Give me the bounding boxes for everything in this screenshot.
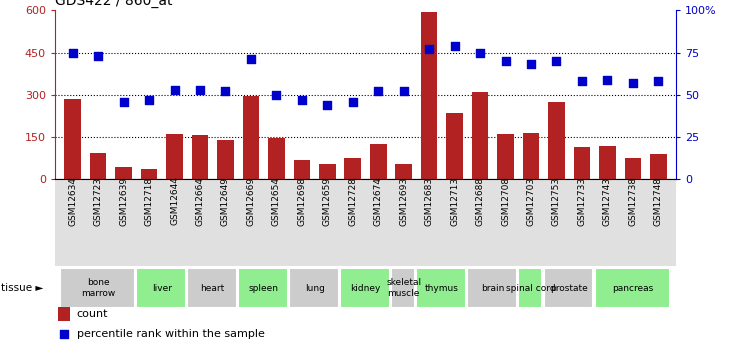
Bar (268, 138, 284, 179)
Point (602, 77, 613, 82)
Text: kidney: kidney (350, 284, 381, 293)
Point (143, 97, 155, 103)
Bar (650, 154, 667, 179)
Text: tissue ►: tissue ► (1, 283, 44, 293)
Bar (64, 99, 81, 179)
Point (525, 62, 537, 67)
Text: heart: heart (200, 284, 225, 293)
Bar (294, 160, 310, 179)
Point (118, 99, 129, 105)
Point (653, 79, 664, 84)
Bar (599, 146, 616, 179)
Bar (243, 96, 260, 179)
Point (398, 89, 409, 94)
Point (169, 87, 181, 92)
Bar (544, 268, 594, 308)
Bar (523, 133, 539, 179)
Point (550, 58, 562, 64)
Text: lung: lung (305, 284, 325, 293)
Point (627, 80, 639, 86)
Bar (90, 152, 107, 179)
Point (500, 58, 512, 64)
Bar (136, 268, 186, 308)
Point (449, 43, 461, 49)
Bar (447, 113, 463, 179)
Bar (217, 140, 234, 179)
Bar (340, 268, 390, 308)
Bar (518, 268, 542, 308)
Bar (417, 268, 466, 308)
Bar (187, 268, 237, 308)
Bar (421, 12, 437, 179)
Text: spleen: spleen (249, 284, 279, 293)
Point (372, 89, 384, 94)
Text: bone
marrow: bone marrow (81, 278, 115, 298)
Bar (574, 147, 590, 179)
Bar (192, 135, 208, 179)
Point (67, 50, 78, 55)
Text: skeletal
muscle: skeletal muscle (386, 278, 421, 298)
Text: liver: liver (152, 284, 172, 293)
Point (58, 331, 70, 337)
Bar (391, 268, 415, 308)
Point (576, 79, 588, 84)
Bar (238, 268, 288, 308)
Bar (319, 164, 336, 179)
Point (322, 102, 333, 108)
Point (474, 50, 486, 55)
Text: pancreas: pancreas (613, 284, 654, 293)
Point (296, 97, 308, 103)
Text: spinal cord: spinal cord (506, 284, 556, 293)
Text: percentile rank within the sample: percentile rank within the sample (77, 329, 265, 339)
Point (219, 89, 231, 94)
Point (194, 87, 206, 92)
Bar (344, 158, 361, 179)
Point (347, 99, 359, 105)
Bar (60, 268, 135, 308)
Bar (497, 134, 514, 179)
Bar (395, 164, 412, 179)
Bar (471, 92, 488, 179)
Bar (624, 158, 641, 179)
Point (245, 57, 257, 62)
Bar (467, 268, 517, 308)
Bar (58, 307, 70, 321)
Bar (595, 268, 670, 308)
Bar (548, 102, 565, 179)
Text: count: count (77, 309, 108, 319)
Bar (289, 268, 338, 308)
Bar (370, 144, 387, 179)
Point (423, 47, 435, 52)
Text: brain: brain (481, 284, 504, 293)
Bar (141, 169, 157, 179)
Text: thymus: thymus (425, 284, 459, 293)
Text: GDS422 / 860_at: GDS422 / 860_at (55, 0, 173, 8)
Bar (166, 134, 183, 179)
Point (270, 92, 282, 98)
Text: prostate: prostate (550, 284, 588, 293)
Bar (115, 167, 132, 179)
Point (92, 53, 104, 59)
